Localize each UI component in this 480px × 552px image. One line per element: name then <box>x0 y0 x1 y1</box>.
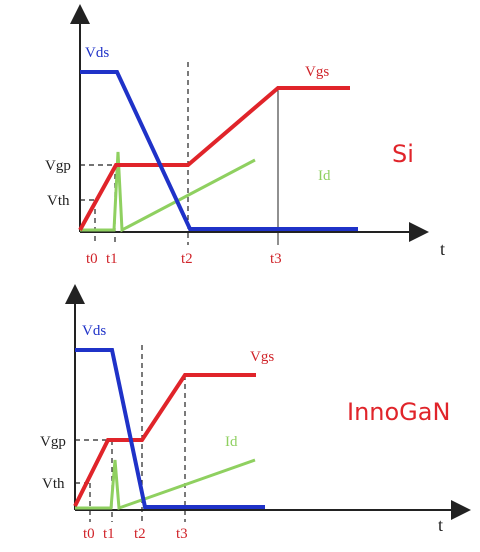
vgs-label: Vgs <box>250 349 274 365</box>
material-label: InnoGaN <box>347 398 450 426</box>
id-label: Id <box>318 168 331 184</box>
t2-label: t2 <box>134 526 146 542</box>
guide-lines <box>80 62 189 245</box>
t1-label: t1 <box>106 251 118 267</box>
vds-label: Vds <box>85 45 109 61</box>
t3-label: t3 <box>270 251 282 267</box>
vds-label: Vds <box>82 323 106 339</box>
t1-label: t1 <box>103 526 115 542</box>
t0-label: t0 <box>86 251 98 267</box>
id-wave <box>75 458 256 511</box>
vgp-label: Vgp <box>40 434 66 450</box>
t-axis-label: t <box>440 239 445 259</box>
id-label: Id <box>225 434 238 450</box>
innogan-panel: Vds Vgs Id Vgp Vth t0 t1 t2 t3 t InnoGaN <box>40 284 471 542</box>
vgp-label: Vgp <box>45 158 71 174</box>
id-wave <box>80 151 256 233</box>
t3-label: t3 <box>176 526 188 542</box>
vth-label: Vth <box>47 193 70 209</box>
t-axis-label: t <box>438 515 443 535</box>
vth-label: Vth <box>42 476 65 492</box>
t0-label: t0 <box>83 526 95 542</box>
vgs-label: Vgs <box>305 64 329 80</box>
vgs-wave <box>73 373 256 507</box>
t2-label: t2 <box>181 251 193 267</box>
vds-wave <box>75 348 265 509</box>
vgs-wave <box>78 86 350 231</box>
vds-wave <box>80 70 358 231</box>
si-panel: Vds Vgs Id Vgp Vth t0 t1 t2 t3 t Si <box>45 4 445 267</box>
material-label: Si <box>392 140 414 168</box>
